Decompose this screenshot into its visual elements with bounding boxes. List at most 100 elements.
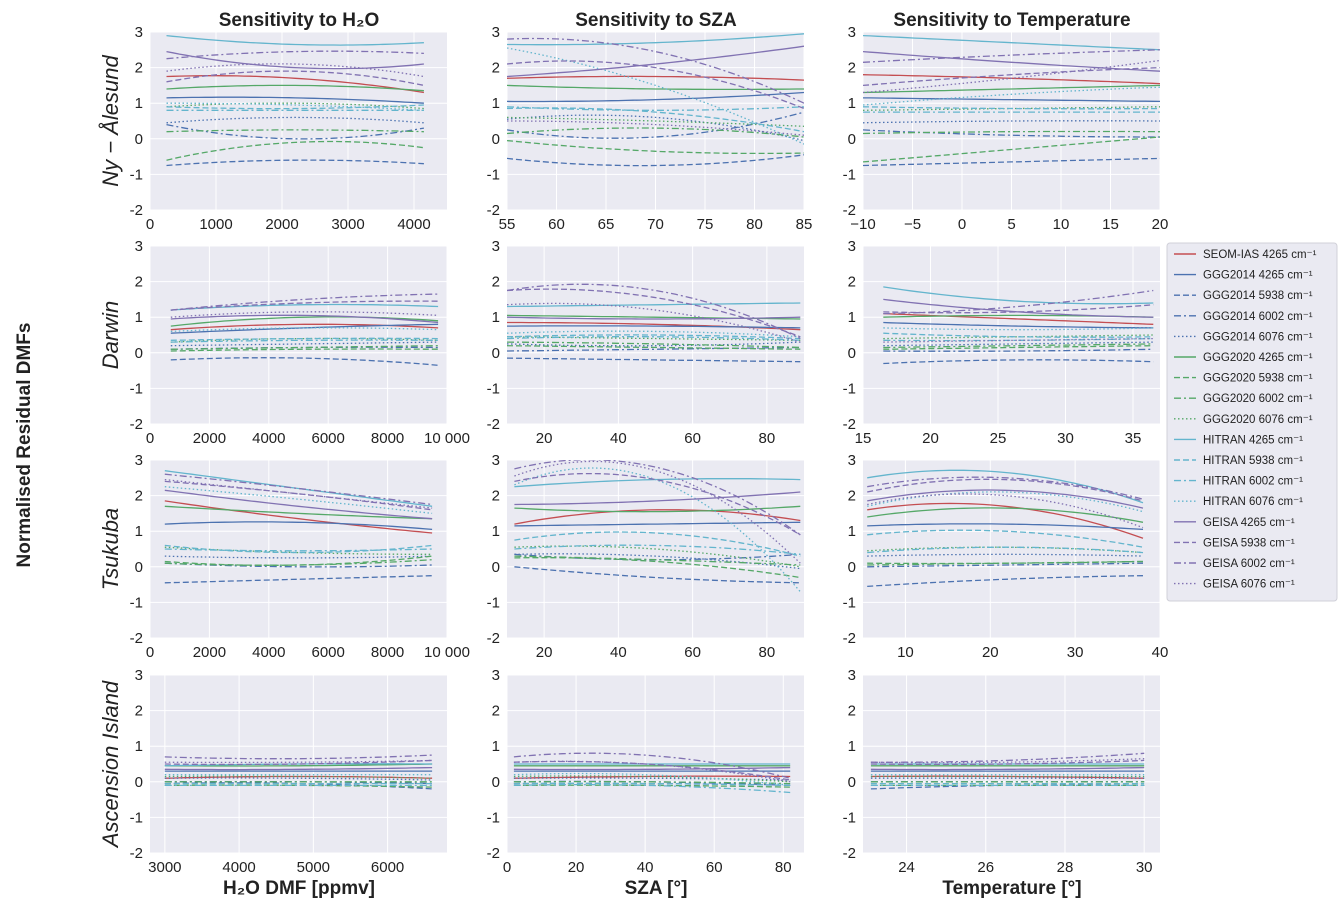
x-tick-label: 40 xyxy=(610,430,627,447)
x-axis-label-h2o: H₂O DMF [ppmv] xyxy=(223,878,375,899)
series-line-geisa-6076 xyxy=(164,759,433,764)
y-tick-label: 0 xyxy=(492,131,500,148)
series-line-ggg2020-4265 xyxy=(863,84,1160,94)
series-line-seom-ias-4265 xyxy=(164,775,433,779)
x-tick-label: 2000 xyxy=(193,430,226,447)
series-line-hitran-5938 xyxy=(513,782,791,787)
series-line-hitran-6076 xyxy=(170,327,439,333)
x-tick-label: 10 000 xyxy=(424,430,470,447)
series-line-geisa-5938 xyxy=(513,760,791,781)
y-tick-label: 2 xyxy=(492,60,500,77)
series-line-ggg2014-4265 xyxy=(507,91,804,103)
series-line-ggg2014-5938 xyxy=(883,359,1154,365)
series-lines xyxy=(164,470,433,584)
legend-entry-label: SEOM-IAS 4265 cm⁻¹ xyxy=(1203,249,1317,261)
x-tick-label: 4000 xyxy=(252,644,285,661)
series-line-ggg2014-6002 xyxy=(867,562,1144,568)
series-line-hitran-6002 xyxy=(507,106,804,111)
y-tick-label: 1 xyxy=(848,309,856,326)
y-tick-label: -2 xyxy=(130,202,143,219)
y-tick-label: 1 xyxy=(135,309,143,326)
y-tick-label: 2 xyxy=(135,60,143,77)
series-line-hitran-5938 xyxy=(507,107,804,133)
x-tick-label: 10 000 xyxy=(424,644,470,661)
series-line-geisa-6002 xyxy=(166,50,424,60)
y-tick-label: 1 xyxy=(492,95,500,112)
y-tick-label: -1 xyxy=(843,166,856,183)
panel-background xyxy=(150,460,447,638)
series-line-ggg2014-4265 xyxy=(166,96,424,104)
series-line-ggg2014-4265 xyxy=(883,321,1154,329)
series-line-geisa-6076 xyxy=(507,302,801,343)
series-line-ggg2014-6076 xyxy=(170,341,439,347)
series-line-geisa-6076 xyxy=(867,493,1144,529)
y-tick-label: -1 xyxy=(487,380,500,397)
y-tick-label: -1 xyxy=(130,594,143,611)
x-tick-label: 4000 xyxy=(222,859,255,876)
y-tick-label: 3 xyxy=(492,667,500,684)
x-tick-label: 15 xyxy=(855,430,872,447)
series-line-ggg2020-5938 xyxy=(863,136,1160,163)
legend-entry-label: GGG2014 5938 cm⁻¹ xyxy=(1203,290,1313,302)
series-line-geisa-5938 xyxy=(166,70,425,87)
series-line-geisa-6076 xyxy=(164,478,433,509)
series-line-ggg2020-5938 xyxy=(166,140,424,161)
series-line-hitran-5938 xyxy=(867,529,1144,548)
legend-entry-label: GGG2014 6002 cm⁻¹ xyxy=(1203,311,1313,323)
column-title-h2o: Sensitivity to H₂O xyxy=(219,10,379,31)
x-tick-label: 6000 xyxy=(312,644,345,661)
series-line-ggg2020-6002 xyxy=(867,560,1143,566)
series-line-hitran-4265 xyxy=(166,34,424,46)
y-tick-label: 0 xyxy=(848,131,856,148)
y-tick-label: -1 xyxy=(487,594,500,611)
series-line-geisa-4265 xyxy=(164,489,433,520)
series-line-ggg2014-6076 xyxy=(166,116,424,124)
x-tick-label: 20 xyxy=(568,859,585,876)
x-tick-label: 20 xyxy=(982,644,999,661)
x-tick-label: 20 xyxy=(536,430,553,447)
x-tick-label: 35 xyxy=(1125,430,1142,447)
x-axis-label-temperature: Temperature [°] xyxy=(942,878,1081,899)
y-tick-label: -2 xyxy=(130,845,143,862)
y-tick-label: 0 xyxy=(135,131,143,148)
series-line-hitran-6076 xyxy=(507,330,801,338)
y-tick-label: 2 xyxy=(135,703,143,720)
x-tick-label: 80 xyxy=(775,859,792,876)
x-tick-label: 60 xyxy=(684,430,701,447)
series-line-ggg2014-6002 xyxy=(166,123,425,140)
x-axis-label-sza: SZA [°] xyxy=(625,878,688,899)
legend-entry-label: GEISA 6076 cm⁻¹ xyxy=(1203,579,1295,591)
series-line-ggg2014-4265 xyxy=(514,521,801,527)
x-tick-label: −10 xyxy=(850,216,875,233)
series-line-ggg2020-6076 xyxy=(170,337,439,343)
series-line-ggg2014-4265 xyxy=(164,521,433,531)
series-line-hitran-4265 xyxy=(507,302,801,308)
y-tick-label: -1 xyxy=(843,380,856,397)
x-tick-label: 20 xyxy=(1152,216,1169,233)
series-line-hitran-6076 xyxy=(507,47,804,145)
series-line-geisa-5938 xyxy=(514,472,801,536)
y-tick-label: -2 xyxy=(843,630,856,647)
x-tick-label: 3000 xyxy=(148,859,181,876)
y-tick-label: 2 xyxy=(492,274,500,291)
series-lines xyxy=(863,34,1160,167)
series-line-geisa-6002 xyxy=(870,752,1145,763)
series-line-hitran-6076 xyxy=(883,327,1154,331)
series-line-ggg2020-6076 xyxy=(164,546,433,555)
legend-entry-label: GGG2014 4265 cm⁻¹ xyxy=(1203,270,1313,282)
series-line-seom-ias-4265 xyxy=(867,502,1144,539)
series-line-hitran-5938 xyxy=(166,104,424,110)
y-tick-label: 1 xyxy=(848,95,856,112)
series-line-ggg2014-5938 xyxy=(867,575,1144,588)
y-tick-label: 3 xyxy=(492,238,500,255)
series-line-ggg2014-6076 xyxy=(164,555,433,559)
series-line-geisa-6076 xyxy=(166,63,425,78)
series-line-geisa-6002 xyxy=(883,289,1154,315)
series-lines xyxy=(883,286,1154,365)
y-tick-label: 0 xyxy=(135,345,143,362)
y-tick-label: -2 xyxy=(843,845,856,862)
series-line-ggg2020-6076 xyxy=(507,116,804,127)
y-tick-label: 1 xyxy=(135,738,143,755)
x-tick-label: 80 xyxy=(759,430,776,447)
